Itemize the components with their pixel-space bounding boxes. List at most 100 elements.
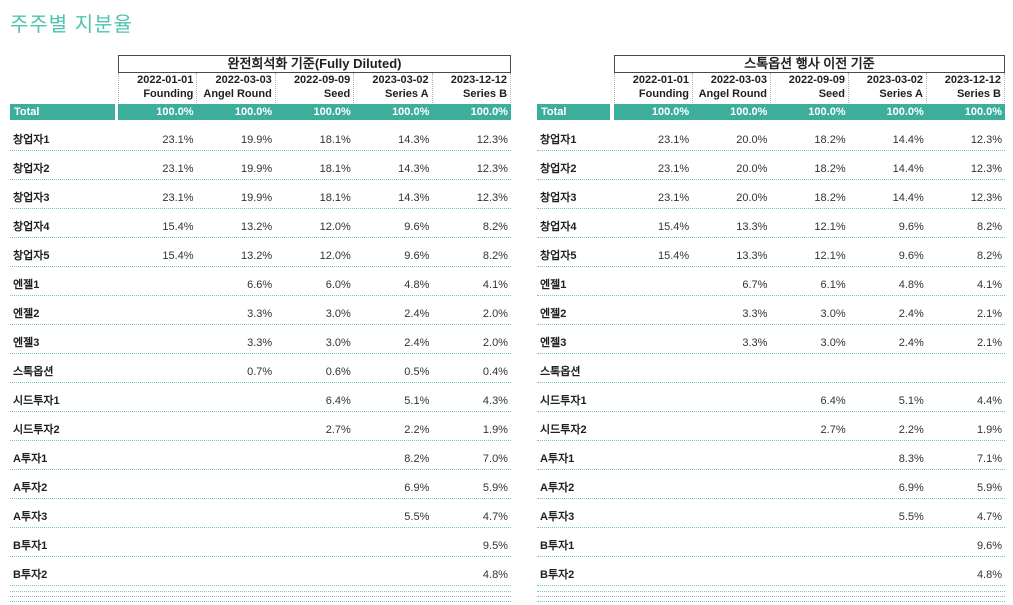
row-label: 창업자2 — [540, 163, 577, 175]
row-label: 창업자5 — [540, 250, 577, 262]
value-cell: 5.1% — [898, 395, 924, 407]
row-label: 시드투자2 — [13, 424, 60, 436]
table-row: 엔젤3 3.3% 3.0% 2.4% 2.1% — [537, 325, 1005, 354]
value-cell: 6.9% — [404, 482, 430, 494]
value-cell: 18.2% — [814, 192, 846, 204]
column-date: 2023-12-12 — [944, 74, 1001, 86]
row-label: 시드투자1 — [540, 395, 587, 407]
value-cell: 8.2% — [404, 453, 430, 465]
table-row: 엔젤1 6.7% 6.1% 4.8% 4.1% — [537, 267, 1005, 296]
table-row: B투자1 9.6% — [537, 528, 1005, 557]
value-cell: 7.1% — [976, 453, 1003, 465]
row-label: 창업자4 — [540, 221, 577, 233]
value-cell: 3.3% — [742, 308, 768, 320]
value-cell: 18.1% — [319, 192, 351, 204]
value-cell: 1.9% — [976, 424, 1003, 436]
value-cell: 13.2% — [240, 221, 273, 233]
value-cell: 18.1% — [319, 163, 351, 175]
value-cell: 3.3% — [247, 308, 273, 320]
value-cell: 9.6% — [898, 221, 924, 233]
column-header: 2022-01-01 Founding — [614, 73, 693, 103]
column-header: 2023-03-02 Series A — [849, 73, 927, 103]
label-column-spacer — [537, 73, 614, 103]
value-cell: 6.0% — [325, 279, 351, 291]
value-cell: 9.6% — [404, 250, 430, 262]
value-cell: 9.6% — [976, 540, 1003, 552]
value-cell: 23.1% — [658, 163, 690, 175]
column-round: Series B — [956, 88, 1001, 100]
column-round: Angel Round — [698, 88, 767, 100]
value-cell: 3.0% — [325, 308, 351, 320]
value-cell: 2.4% — [404, 308, 430, 320]
value-cell: 15.4% — [162, 250, 194, 262]
table-row: 창업자4 15.4% 13.3% 12.1% 9.6% 8.2% — [537, 209, 1005, 238]
value-cell: 14.4% — [892, 192, 924, 204]
value-cell: 5.5% — [898, 511, 924, 523]
total-cell: 100.0% — [651, 106, 690, 118]
value-cell: 6.9% — [898, 482, 924, 494]
row-label: A투자3 — [13, 511, 48, 523]
total-cell: 100.0% — [886, 106, 924, 118]
row-label: B투자1 — [540, 540, 575, 552]
value-cell: 20.0% — [736, 134, 768, 146]
table-row: A투자1 8.3% 7.1% — [537, 441, 1005, 470]
total-cell: 100.0% — [730, 106, 768, 118]
column-headers: 2022-01-01 Founding 2022-03-03 Angel Round 2… — [118, 73, 512, 103]
row-label: A투자1 — [13, 453, 48, 465]
value-cell: 6.4% — [325, 395, 351, 407]
trailing-rules — [537, 591, 1005, 602]
value-cell: 6.7% — [742, 279, 768, 291]
row-label: 엔젤2 — [13, 308, 40, 320]
row-label: 창업자1 — [13, 134, 50, 146]
column-header: 2023-12-12 Series B — [433, 73, 512, 103]
value-cell: 6.4% — [820, 395, 846, 407]
value-cell: 23.1% — [658, 192, 690, 204]
group-header: 스톡옵션 행사 이전 기준 — [614, 55, 1005, 73]
value-cell: 14.3% — [398, 134, 430, 146]
value-cell: 15.4% — [658, 250, 690, 262]
value-cell: 2.7% — [325, 424, 351, 436]
column-header: 2023-03-02 Series A — [354, 73, 433, 103]
row-label: A투자2 — [540, 482, 575, 494]
table-row: 엔젤2 3.3% 3.0% 2.4% 2.1% — [537, 296, 1005, 325]
value-cell: 2.2% — [898, 424, 924, 436]
value-cell: 12.3% — [970, 192, 1003, 204]
value-cell: 2.1% — [976, 308, 1003, 320]
table-row: 창업자4 15.4% 13.2% 12.0% 9.6% 8.2% — [10, 209, 511, 238]
row-label: 창업자3 — [13, 192, 50, 204]
ruled-line — [10, 601, 511, 602]
value-cell: 12.3% — [476, 192, 508, 204]
value-cell: 23.1% — [658, 134, 690, 146]
table-row: 시드투자1 6.4% 5.1% 4.4% — [537, 383, 1005, 412]
table-row: 엔젤3 3.3% 3.0% 2.4% 2.0% — [10, 325, 511, 354]
total-label: Total — [10, 104, 115, 120]
column-header-row: 2022-01-01 Founding 2022-03-03 Angel Round 2… — [537, 73, 1005, 103]
row-label: 스톡옵션 — [13, 366, 54, 378]
table-row: 창업자3 23.1% 19.9% 18.1% 14.3% 12.3% — [10, 180, 511, 209]
column-round: Seed — [818, 88, 845, 100]
value-cell: 4.4% — [976, 395, 1003, 407]
data-rows: 창업자1 23.1% 19.9% 18.1% 14.3% 12.3% 창업자2 23.1% 19… — [10, 122, 511, 586]
value-cell: 12.3% — [970, 163, 1003, 175]
value-cell: 0.5% — [404, 366, 430, 378]
value-cell: 12.1% — [814, 250, 846, 262]
page-title: 주주별 지분율 — [10, 14, 133, 36]
table-row: A투자2 6.9% 5.9% — [10, 470, 511, 499]
value-cell: 8.2% — [482, 250, 508, 262]
value-cell: 4.1% — [482, 279, 508, 291]
row-label: 엔젤3 — [13, 337, 40, 349]
row-label: 시드투자1 — [13, 395, 60, 407]
value-cell: 15.4% — [658, 221, 690, 233]
value-cell: 0.7% — [247, 366, 273, 378]
table-row: 시드투자2 2.7% 2.2% 1.9% — [537, 412, 1005, 441]
value-cell: 4.8% — [482, 569, 508, 581]
value-cell: 14.3% — [398, 163, 430, 175]
value-cell: 9.6% — [404, 221, 430, 233]
value-cell: 13.2% — [240, 250, 273, 262]
value-cell: 3.3% — [247, 337, 273, 349]
value-cell: 14.4% — [892, 134, 924, 146]
value-cell: 5.9% — [482, 482, 508, 494]
row-label: A투자3 — [540, 511, 575, 523]
column-round: Angel Round — [203, 88, 272, 100]
